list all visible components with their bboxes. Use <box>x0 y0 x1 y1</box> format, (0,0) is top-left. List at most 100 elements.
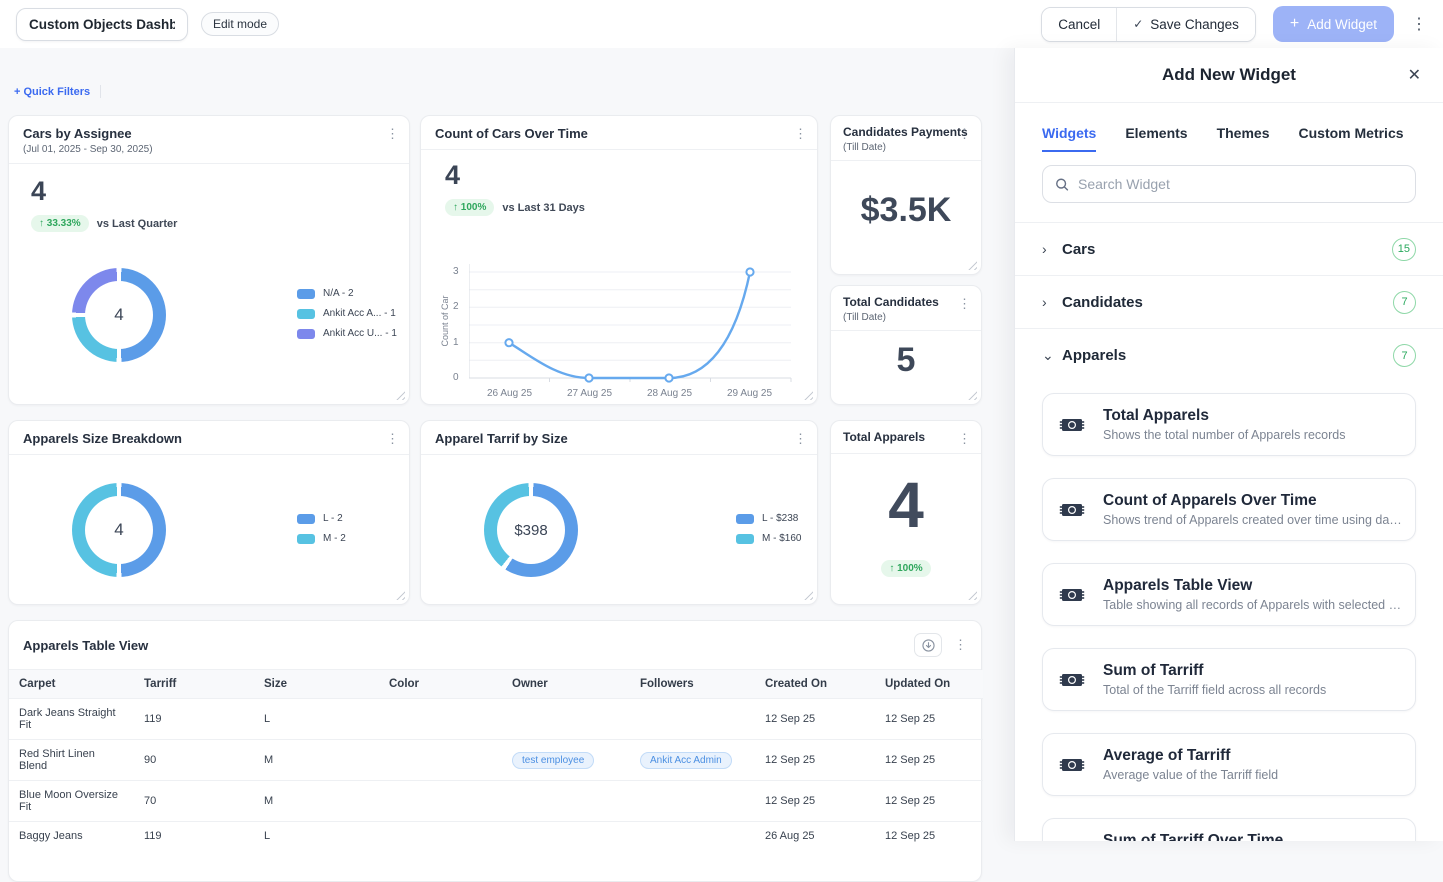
widget-menu-icon[interactable]: ⋮ <box>386 126 399 141</box>
widget-option-total-apparels[interactable]: Total Apparels Shows the total number of … <box>1042 393 1416 456</box>
resize-handle-icon[interactable] <box>803 390 813 400</box>
table-row[interactable]: Blue Moon Oversize Fit 70 M 12 Sep 25 12… <box>9 780 983 822</box>
dashboard-canvas: + Quick Filters Cars by Assignee (Jul 01… <box>0 48 1014 882</box>
section-candidates[interactable]: › Candidates 7 <box>1015 276 1443 329</box>
legend-swatch <box>736 533 754 544</box>
widget-title: Apparel Tarrif by Size <box>435 431 568 446</box>
section-count-badge: 7 <box>1393 344 1416 367</box>
table-row[interactable]: Red Shirt Linen Blend 90 M test employee… <box>9 739 983 781</box>
resize-handle-icon[interactable] <box>967 390 977 400</box>
tab-themes[interactable]: Themes <box>1216 125 1270 141</box>
widget-total-apparels[interactable]: Total Apparels ⋮ 4 ↑ 100% <box>830 420 982 605</box>
close-icon[interactable]: ✕ <box>1407 67 1421 84</box>
cell-tarriff: 119 <box>134 698 254 740</box>
column-header[interactable]: Owner <box>502 670 630 699</box>
widget-option-count-of-apparels-over-time[interactable]: Count of Apparels Over Time Shows trend o… <box>1042 478 1416 541</box>
section-cars[interactable]: › Cars 15 <box>1015 223 1443 276</box>
widget-option-sum-of-tarriff-over-time[interactable]: Sum of Tarriff Over TimeLine chart showi… <box>1042 818 1416 841</box>
legend-item: Ankit Acc A... - 1 <box>297 308 397 319</box>
column-header[interactable]: Followers <box>630 670 755 699</box>
legend-swatch <box>297 513 315 524</box>
widget-apparels-size-breakdown[interactable]: Apparels Size Breakdown ⋮ 4 L - 2 M - 2 <box>8 420 410 605</box>
column-header[interactable]: Color <box>379 670 502 699</box>
widget-option-title: Sum of Tarriff <box>1103 662 1204 679</box>
legend-label: Ankit Acc A... - 1 <box>323 308 396 319</box>
add-widget-button[interactable]: + Add Widget <box>1272 6 1394 42</box>
widget-title: Total Candidates <box>843 295 939 309</box>
metric-widget-icon <box>1059 673 1085 686</box>
widget-cars-by-assignee[interactable]: Cars by Assignee (Jul 01, 2025 - Sep 30,… <box>8 115 410 405</box>
widget-title: Apparels Table View <box>23 637 149 653</box>
quick-filters-divider <box>100 85 102 98</box>
cell-owner <box>502 780 630 822</box>
save-changes-button[interactable]: ✓ Save Changes <box>1116 7 1255 41</box>
widget-menu-icon[interactable]: ⋮ <box>958 126 971 141</box>
owner-chip[interactable]: test employee <box>512 752 595 769</box>
section-label: Apparels <box>1062 347 1127 364</box>
widget-menu-icon[interactable]: ⋮ <box>794 126 807 141</box>
table-row[interactable]: Dark Jeans Straight Fit 119 L 12 Sep 25 … <box>9 698 983 740</box>
widget-count-of-cars-over-time[interactable]: Count of Cars Over Time ⋮ 4 ↑ 100% vs La… <box>420 115 818 405</box>
cell-carpet: Blue Moon Oversize Fit <box>9 780 134 822</box>
cell-size: L <box>254 821 379 851</box>
resize-handle-icon[interactable] <box>967 590 977 600</box>
widget-option-desc: Shows trend of Apparels created over tim… <box>1103 513 1403 527</box>
quick-filters-link[interactable]: + Quick Filters <box>14 85 91 98</box>
widget-menu-icon[interactable]: ⋮ <box>958 431 971 446</box>
search-input[interactable] <box>1078 176 1403 192</box>
panel-divider <box>1015 222 1443 223</box>
y-tick: 1 <box>453 337 459 348</box>
widget-menu-icon[interactable]: ⋮ <box>386 431 399 446</box>
legend-item: M - $160 <box>736 533 801 544</box>
dashboard-name-input[interactable] <box>16 7 188 41</box>
widget-menu-icon[interactable]: ⋮ <box>958 296 971 311</box>
widget-list: Total Apparels Shows the total number of … <box>1015 390 1443 841</box>
widget-option-average-of-tarriff[interactable]: Average of Tarriff Average value of the T… <box>1042 733 1416 796</box>
resize-handle-icon[interactable] <box>395 590 405 600</box>
legend-label: M - $160 <box>762 533 802 544</box>
widget-option-sum-of-tarriff[interactable]: Sum of Tarriff Total of the Tarriff field… <box>1042 648 1416 711</box>
x-tick: 27 Aug 25 <box>567 388 613 399</box>
widget-apparels-table-view[interactable]: Apparels Table View ⋮ Carpet Tarriff Siz… <box>8 620 983 882</box>
delta-badge: ↑ 33.33% <box>31 215 89 232</box>
line-chart-svg <box>469 264 792 383</box>
tab-elements[interactable]: Elements <box>1125 125 1188 141</box>
line-chart: Count of Car 3 2 1 0 <box>439 264 805 399</box>
widget-total-candidates[interactable]: Total Candidates (Till Date) ⋮ 5 <box>830 285 982 405</box>
widget-title: Count of Cars Over Time <box>435 126 588 141</box>
section-count-badge: 15 <box>1391 237 1416 261</box>
cell-followers <box>630 780 755 822</box>
widget-search[interactable] <box>1042 165 1416 203</box>
column-header[interactable]: Size <box>254 670 379 699</box>
topbar-menu-icon[interactable]: ⋮ <box>1411 16 1427 33</box>
donut-chart: 4 <box>72 483 166 577</box>
widget-apparel-tarrif-by-size[interactable]: Apparel Tarrif by Size ⋮ $398 L - $238 M… <box>420 420 818 605</box>
column-header[interactable]: Carpet <box>9 670 134 699</box>
widget-candidates-payments[interactable]: Candidates Payments (Till Date) ⋮ $3.5K <box>830 115 982 275</box>
section-count-badge: 7 <box>1393 290 1416 314</box>
column-header[interactable]: Created On <box>755 670 875 699</box>
y-axis-label: Count of Car <box>440 295 450 347</box>
tab-widgets[interactable]: Widgets <box>1042 125 1097 152</box>
chevron-right-icon: › <box>1042 294 1047 310</box>
column-header[interactable]: Tarriff <box>134 670 254 699</box>
widget-option-desc: Shows the total number of Apparels recor… <box>1103 428 1346 442</box>
download-icon <box>921 638 935 652</box>
section-apparels[interactable]: ⌄ Apparels 7 <box>1015 329 1443 382</box>
resize-handle-icon[interactable] <box>395 390 405 400</box>
panel-title: Add New Widget <box>1162 65 1296 84</box>
table-row[interactable]: Baggy Jeans 119 L 26 Aug 25 12 Sep 25 <box>9 821 983 851</box>
cell-created: 26 Aug 25 <box>755 821 875 851</box>
column-header[interactable]: Updated On <box>875 670 983 699</box>
legend-label: L - 2 <box>323 513 343 524</box>
widget-menu-icon[interactable]: ⋮ <box>794 431 807 446</box>
widget-menu-icon[interactable]: ⋮ <box>954 637 967 652</box>
follower-chip[interactable]: Ankit Acc Admin <box>640 752 732 769</box>
tab-custom-metrics[interactable]: Custom Metrics <box>1298 125 1404 141</box>
cancel-button[interactable]: Cancel <box>1042 7 1117 41</box>
download-button[interactable] <box>914 633 942 657</box>
legend-item: M - 2 <box>297 533 346 544</box>
widget-option-apparels-table-view[interactable]: Apparels Table View Table showing all rec… <box>1042 563 1416 626</box>
resize-handle-icon[interactable] <box>967 260 977 270</box>
resize-handle-icon[interactable] <box>803 590 813 600</box>
